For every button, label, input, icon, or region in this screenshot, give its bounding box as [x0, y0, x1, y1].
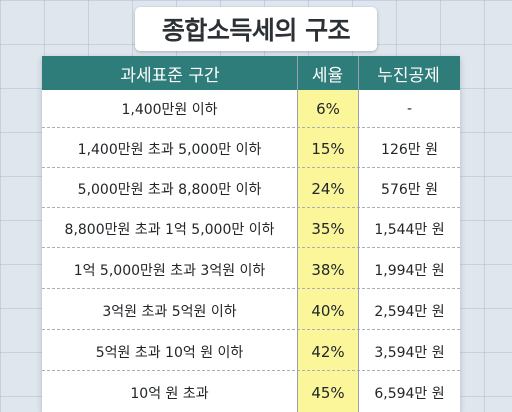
rate-cell: 45% [311, 384, 345, 402]
table-row: 5,000만원 초과 8,800만 이하 24% 576만 원 [42, 170, 460, 208]
bracket-cell: 1,400만원 초과 5,000만 이하 [77, 142, 262, 158]
rate-column-highlight [298, 90, 358, 412]
deduction-cell: 1,544만 원 [374, 222, 445, 238]
deduction-cell: - [406, 101, 413, 117]
deduction-cell: 2,594만 원 [374, 304, 445, 320]
rate-cell: 35% [311, 220, 345, 238]
bracket-cell: 5,000만원 초과 8,800만 이하 [77, 182, 262, 198]
column-divider [297, 56, 298, 412]
bracket-cell: 10억 원 초과 [130, 386, 209, 402]
deduction-cell: 126만 원 [381, 142, 438, 158]
table-row: 5억원 초과 10억 원 이하 42% 3,594만 원 [42, 333, 460, 371]
rate-cell: 42% [311, 343, 345, 361]
header-bracket: 과세표준 구간 [120, 65, 220, 86]
row-divider [42, 167, 460, 168]
table-row: 3억원 초과 5억원 이하 40% 2,594만 원 [42, 292, 460, 330]
deduction-cell: 1,994만 원 [374, 263, 445, 279]
deduction-cell: 576만 원 [381, 182, 438, 198]
table-row: 1,400만원 초과 5,000만 이하 15% 126만 원 [42, 130, 460, 168]
row-divider [42, 127, 460, 128]
table-row: 1,400만원 이하 6% - [42, 90, 460, 128]
rate-cell: 24% [311, 180, 345, 198]
rate-cell: 38% [311, 261, 345, 279]
bracket-cell: 3억원 초과 5억원 이하 [102, 304, 237, 320]
bracket-cell: 1억 5,000만원 초과 3억원 이하 [73, 263, 266, 279]
row-divider [42, 370, 460, 371]
row-divider [42, 247, 460, 248]
bracket-cell: 5억원 초과 10억 원 이하 [95, 345, 244, 361]
header-rate: 세율 [311, 65, 344, 86]
bracket-cell: 8,800만원 초과 1억 5,000만 이하 [64, 222, 275, 238]
rate-cell: 40% [311, 302, 345, 320]
header-deduction: 누진공제 [377, 65, 440, 86]
page-title: 종합소득세의 구조 [161, 16, 351, 45]
deduction-cell: 3,594만 원 [374, 345, 445, 361]
deduction-cell: 6,594만 원 [374, 386, 445, 402]
row-divider [42, 207, 460, 208]
rate-cell: 6% [316, 100, 340, 118]
tax-bracket-table: 과세표준 구간 세율 누진공제 1,400만원 이하 6% - 1,400만원 … [42, 56, 460, 412]
table-header: 과세표준 구간 세율 누진공제 [42, 56, 460, 90]
rate-cell: 15% [311, 140, 345, 158]
title-box: 종합소득세의 구조 [135, 7, 377, 51]
table-row: 1억 5,000만원 초과 3억원 이하 38% 1,994만 원 [42, 251, 460, 289]
table-row: 8,800만원 초과 1억 5,000만 이하 35% 1,544만 원 [42, 210, 460, 248]
table-row: 10억 원 초과 45% 6,594만 원 [42, 374, 460, 412]
column-divider [358, 56, 359, 412]
row-divider [42, 288, 460, 289]
row-divider [42, 329, 460, 330]
bracket-cell: 1,400만원 이하 [121, 102, 218, 118]
